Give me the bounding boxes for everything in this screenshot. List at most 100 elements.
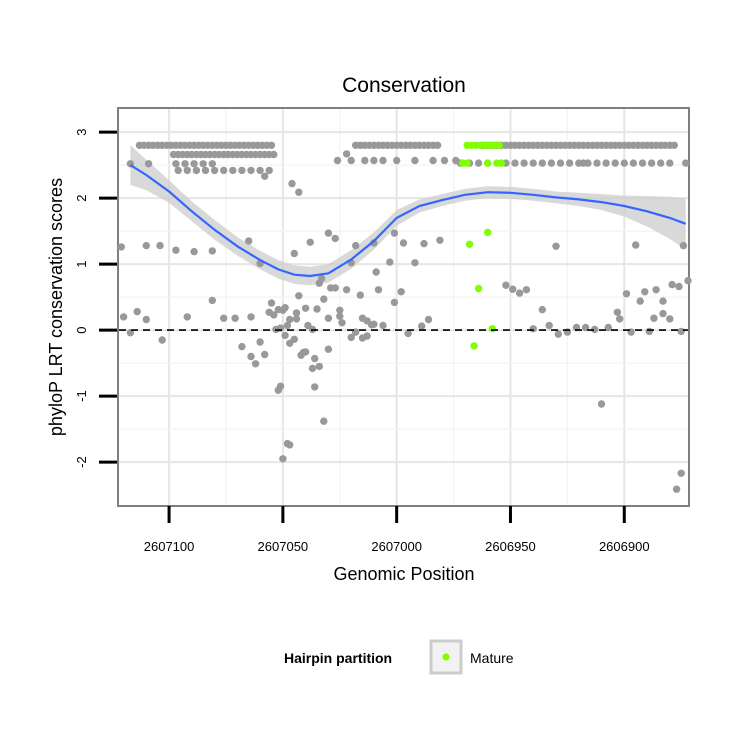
data-point [379,321,387,330]
x-tick-label: 2607000 [371,539,422,554]
data-point [613,308,622,316]
data-point [684,276,692,285]
data-point [247,166,255,175]
data-point [647,159,656,167]
data-point [286,339,294,347]
data-point [436,236,444,244]
data-point [632,241,640,249]
data-point [611,159,619,167]
data-point [320,295,328,303]
data-point [622,290,631,298]
data-point [281,331,289,340]
legend-title: Hairpin partition [284,650,392,666]
confidence-band-layer [130,145,686,286]
data-point [638,159,647,167]
data-point [304,321,312,330]
data-point [538,159,546,167]
data-point [299,348,308,357]
data-point [142,241,150,250]
y-axis-title: phyloP LRT conservation scores [46,178,66,436]
data-point [279,455,287,463]
data-point [347,333,355,342]
data-point [311,383,319,391]
data-point [390,298,399,307]
data-point [144,160,153,168]
data-point [616,315,624,323]
data-point [331,284,339,292]
data-point [370,156,378,165]
data-point [336,306,344,314]
data-point [142,315,150,324]
data-point [133,307,141,316]
legend-key-mature [442,653,450,661]
y-tick-label: -1 [74,390,89,402]
data-point [295,188,303,196]
data-point [629,159,638,167]
data-point [440,156,449,165]
data-point [474,159,483,167]
data-point-mature [488,325,496,333]
data-point [659,297,667,305]
data-point [238,342,246,351]
data-point [336,312,344,320]
data-point [158,336,166,344]
data-point [333,156,342,165]
data-point [181,160,189,168]
data-point [565,159,574,167]
data-point [119,313,128,321]
points-layer [117,141,692,493]
smooth-line-layer [129,164,687,278]
data-point-mature [474,284,483,293]
axes-layer: 2607100 2607050 2607000 2606950 2606900 -2 -1 0… [74,128,650,554]
x-tick-label: 2607100 [144,539,195,554]
data-point [229,166,237,175]
data-point [591,325,599,334]
data-point [363,317,371,325]
data-point [190,247,198,256]
data-point [306,238,314,246]
data-point [433,141,442,149]
data-point [668,280,676,289]
x-axis-title: Genomic Position [333,564,474,584]
data-point [324,345,333,353]
legend-label-mature: Mature [470,650,514,666]
data-point [420,239,428,248]
data-point [386,258,394,266]
data-point [117,243,126,251]
data-point [267,141,276,149]
data-point [677,327,685,336]
data-point [261,350,269,359]
data-point [315,279,323,287]
data-point [279,306,287,314]
data-point [397,288,405,296]
data-point [552,242,560,250]
chart-title: Conservation [342,74,466,97]
data-point-mature [484,228,492,237]
data-point [231,314,239,322]
data-point [652,286,660,294]
data-point [342,286,351,294]
data-point-mature [484,159,492,167]
data-point [295,292,303,300]
data-point-mature [497,159,506,167]
data-point [324,229,333,237]
data-point [283,321,292,330]
data-point [520,159,528,167]
data-point [509,285,517,293]
data-point [356,291,364,299]
data-point [579,159,587,167]
data-point [338,319,346,327]
data-point [666,315,674,323]
data-point [261,172,269,180]
data-point [315,362,323,371]
data-point [270,311,278,319]
data-point [199,160,207,168]
data-point [390,229,399,237]
data-point [645,327,653,336]
data-point [399,239,408,247]
data-point [256,166,264,175]
data-point [313,305,321,313]
data-point [183,166,191,175]
data-point [374,286,383,294]
y-tick-label: 3 [74,128,89,135]
